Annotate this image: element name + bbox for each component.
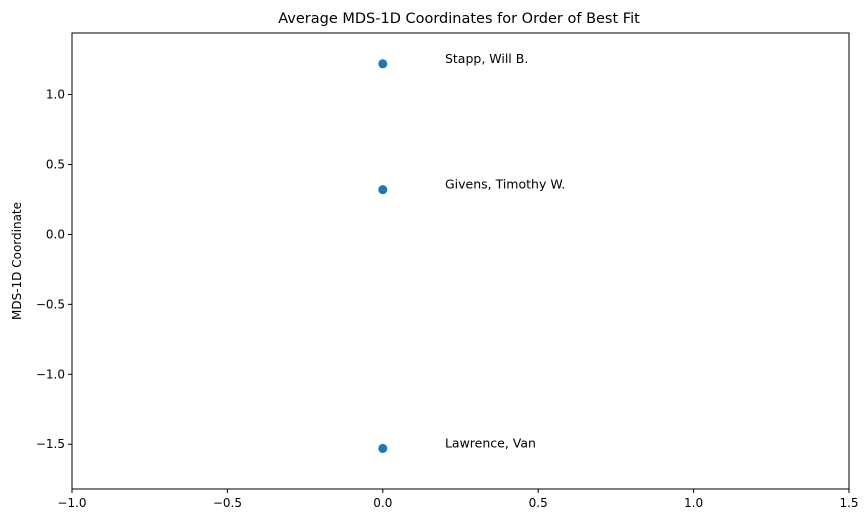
point-annotation: Givens, Timothy W. [445,177,565,192]
data-point [378,185,388,195]
y-tick-label: 0.0 [46,227,65,241]
x-axis: −1.0 −0.5 0.0 0.5 1.0 1.5 [57,489,859,510]
x-tick-label: 1.5 [839,496,858,510]
y-tick-label: 1.0 [46,88,65,102]
x-tick-label: 0.0 [373,496,392,510]
chart-title: Average MDS-1D Coordinates for Order of … [278,11,640,27]
point-annotation: Stapp, Will B. [445,51,528,66]
x-tick-label: 0.5 [529,496,548,510]
y-axis-label: MDS-1D Coordinate [10,202,24,320]
y-tick-label: 0.5 [46,157,65,171]
data-points: Stapp, Will B. Givens, Timothy W. Lawrence… [378,51,565,453]
plot-frame [71,32,850,490]
y-tick-label: −1.0 [36,367,65,381]
y-tick-label: −1.5 [36,437,65,451]
data-point [378,59,388,69]
data-point [378,443,388,453]
point-annotation: Lawrence, Van [445,435,536,450]
x-tick-label: −0.5 [213,496,242,510]
x-tick-label: −1.0 [57,496,86,510]
y-tick-label: −0.5 [36,297,65,311]
x-tick-label: 1.0 [684,496,703,510]
y-axis: 1.0 0.5 0.0 −0.5 −1.0 −1.5 [36,88,72,451]
